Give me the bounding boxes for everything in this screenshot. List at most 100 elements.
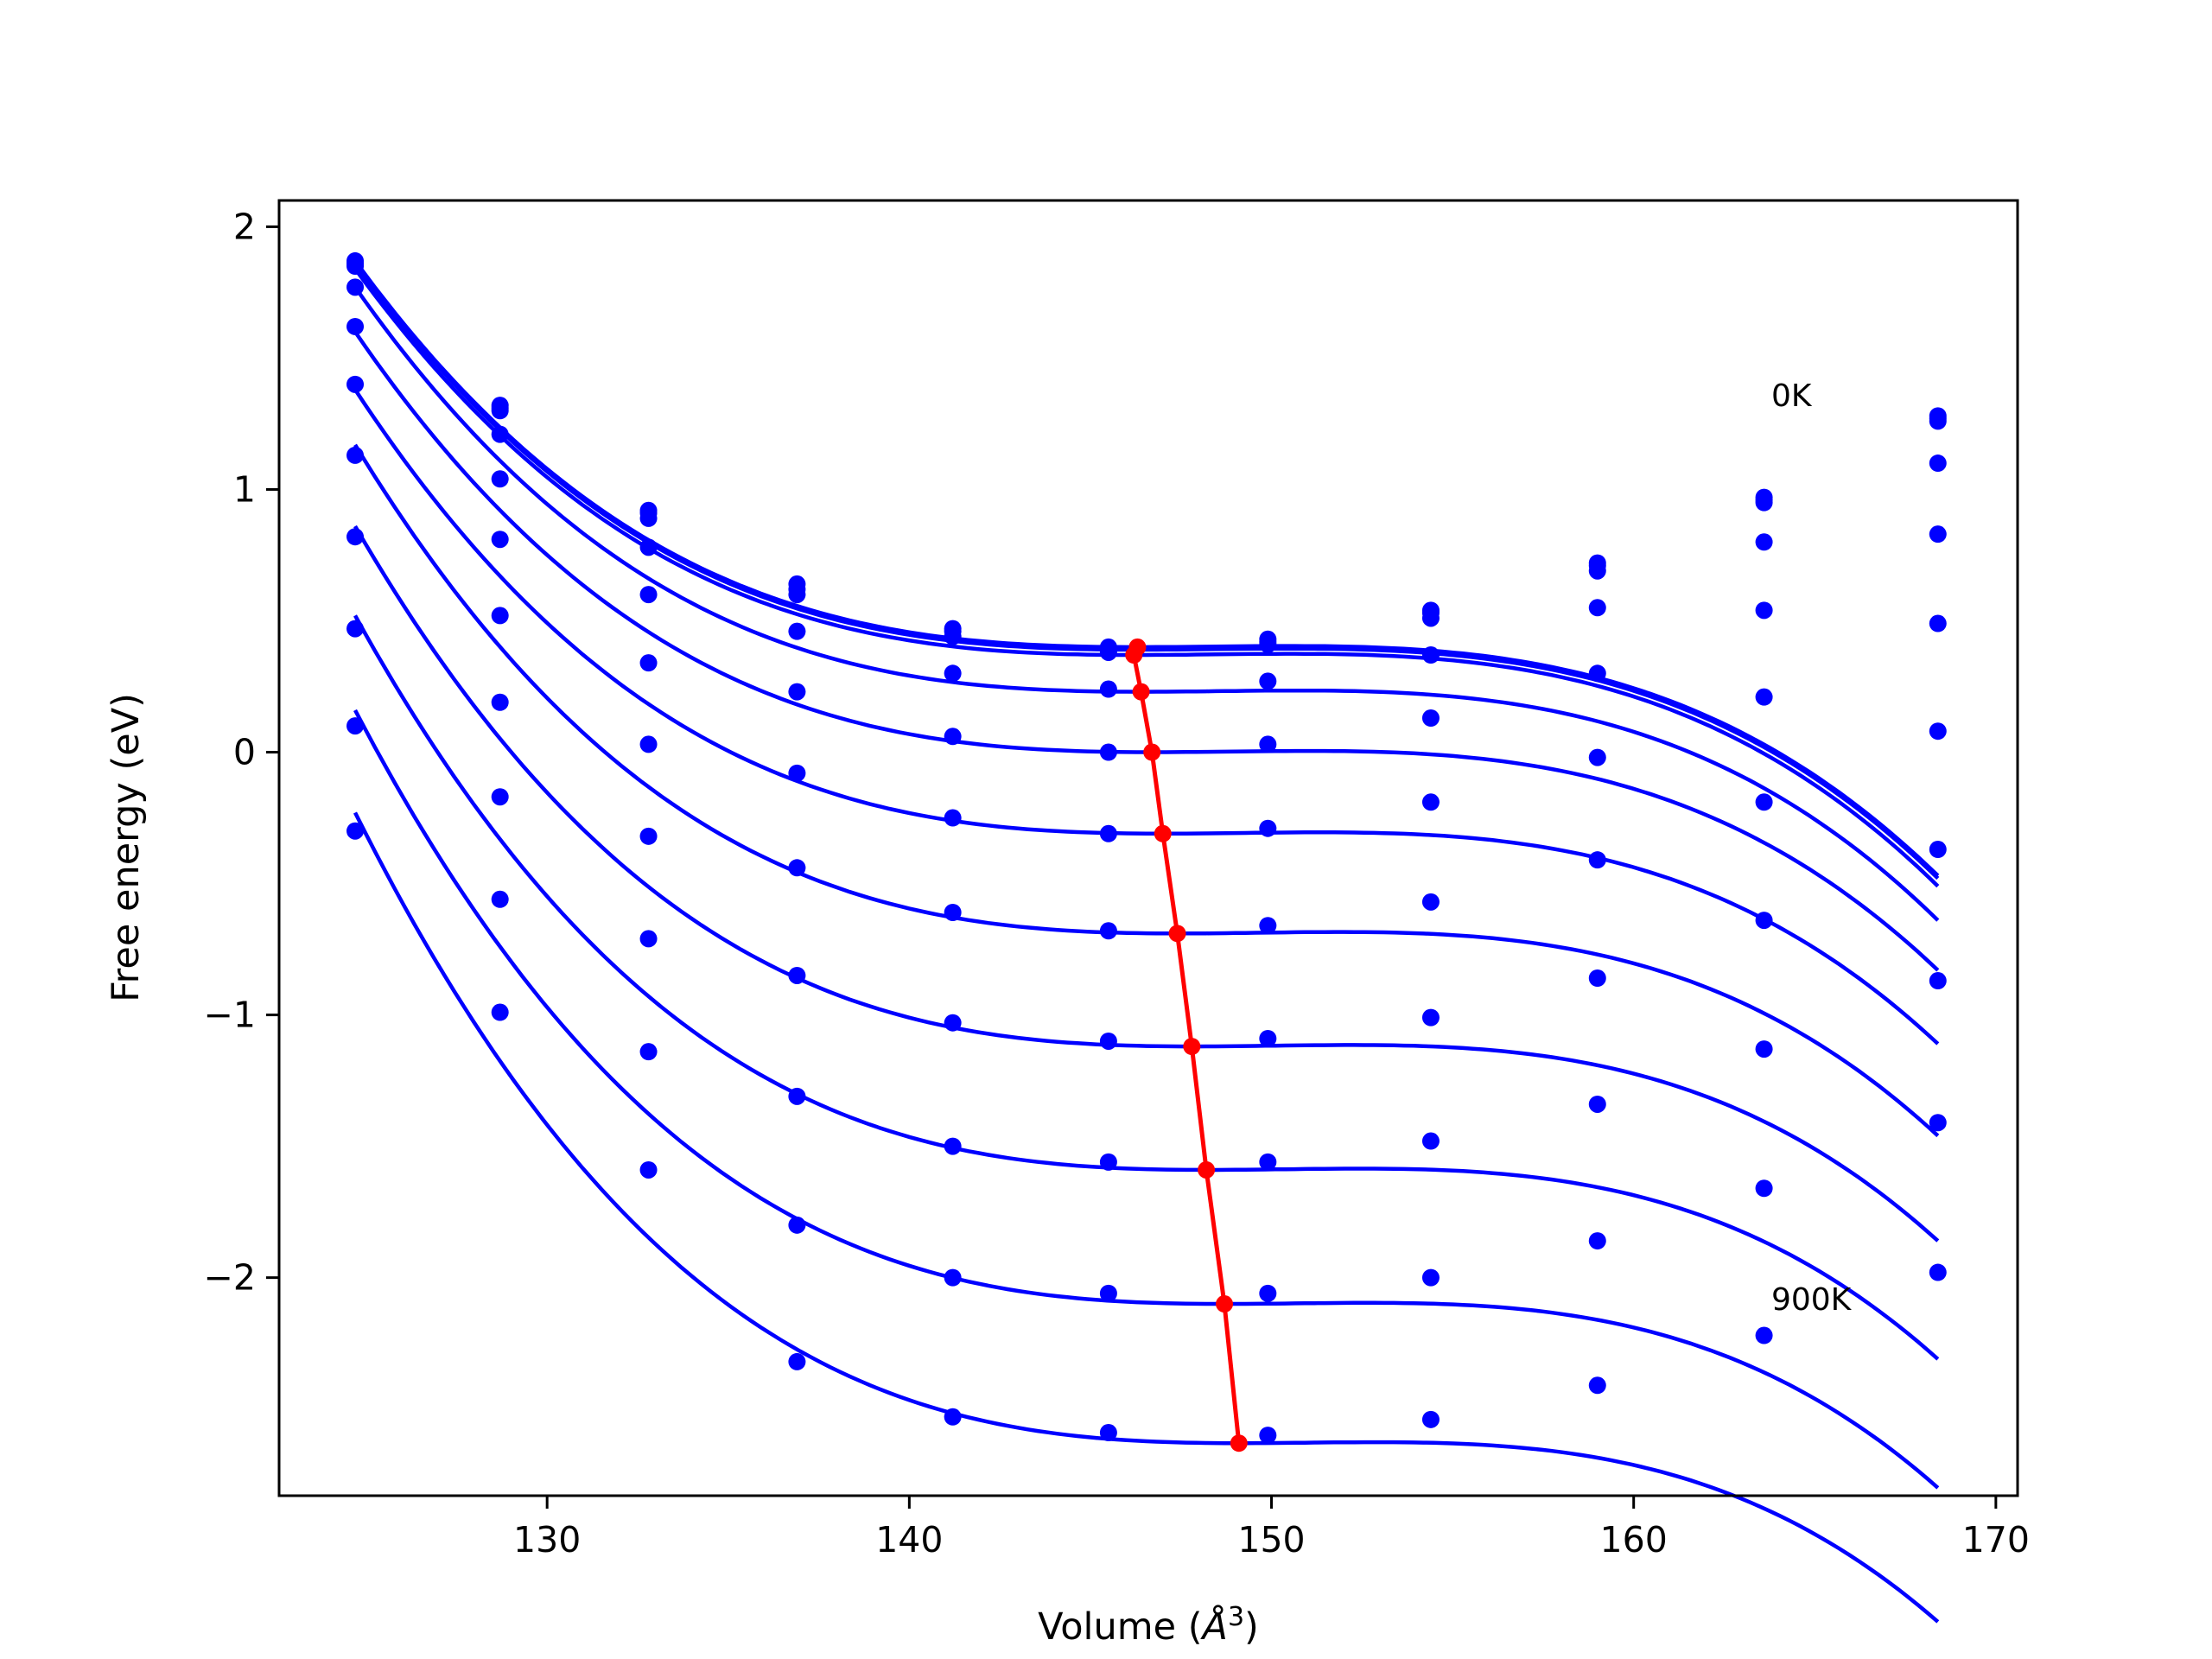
data-point <box>1588 1232 1606 1250</box>
minimum-point <box>1230 1434 1248 1452</box>
data-point <box>1099 824 1117 842</box>
data-point <box>491 470 509 488</box>
data-point <box>1259 1153 1277 1171</box>
data-point <box>346 620 365 638</box>
data-point <box>639 586 658 604</box>
data-point <box>1099 743 1117 761</box>
fit-curve-2 <box>353 267 1940 888</box>
data-point <box>1421 609 1440 627</box>
minimum-point <box>1132 683 1150 701</box>
fit-curve-8 <box>353 614 1940 1361</box>
data-point <box>1929 454 1947 473</box>
minimum-point <box>1168 925 1186 943</box>
x-tick-label: 140 <box>875 1519 943 1560</box>
data-point <box>639 654 658 672</box>
annotation-label: 900K <box>1771 1282 1853 1318</box>
data-point <box>346 375 365 393</box>
y-tick-label: −2 <box>204 1257 256 1299</box>
data-point <box>639 538 658 556</box>
data-point <box>1099 1153 1117 1171</box>
data-point <box>788 859 806 877</box>
data-point <box>1259 1427 1277 1445</box>
data-point <box>788 683 806 701</box>
data-point <box>491 607 509 625</box>
data-point <box>491 402 509 420</box>
minimum-point <box>1216 1295 1234 1313</box>
data-point <box>346 446 365 464</box>
fit-curve-1 <box>353 262 1940 880</box>
y-tick-label: 1 <box>233 468 256 510</box>
data-point <box>788 966 806 984</box>
minimum-point <box>1143 743 1161 761</box>
fit-curve-5 <box>353 388 1940 1046</box>
data-point <box>1421 1132 1440 1150</box>
data-point <box>1259 1029 1277 1047</box>
data-point <box>346 528 365 546</box>
y-tick-label: 0 <box>233 732 256 773</box>
data-point <box>944 1268 962 1287</box>
data-point <box>1588 562 1606 580</box>
data-point <box>491 693 509 711</box>
data-point <box>639 1160 658 1179</box>
data-point <box>944 903 962 921</box>
y-axis-ticks: 2 1 0 −1 −2 <box>204 206 279 1299</box>
data-points <box>346 251 1947 1445</box>
data-point <box>491 1003 509 1021</box>
data-point <box>1588 969 1606 988</box>
data-point <box>788 1216 806 1234</box>
data-point <box>1755 688 1773 706</box>
data-point <box>639 1043 658 1061</box>
minimum-point <box>1125 646 1143 664</box>
data-point <box>639 509 658 527</box>
data-point <box>346 717 365 735</box>
plot-frame <box>277 199 2019 1497</box>
data-point <box>639 735 658 753</box>
data-point <box>944 1137 962 1155</box>
minimum-point <box>1154 824 1172 842</box>
x-axis-ticks: 130 140 150 160 170 <box>513 1496 2030 1560</box>
data-point <box>1099 922 1117 940</box>
minimum-point <box>1198 1160 1216 1179</box>
data-point <box>346 822 365 840</box>
data-point <box>346 278 365 296</box>
data-point <box>788 1087 806 1105</box>
data-point <box>788 764 806 782</box>
data-point <box>1755 1326 1773 1344</box>
x-axis-title: Volume (Å3) <box>1038 1602 1259 1649</box>
data-point <box>1099 1032 1117 1050</box>
y-tick-label: 2 <box>233 206 256 247</box>
x-tick-label: 130 <box>513 1519 581 1560</box>
data-point <box>1929 972 1947 990</box>
annotations: 0K 900K <box>1771 378 1853 1318</box>
data-point <box>1755 533 1773 551</box>
data-point <box>491 531 509 549</box>
data-point <box>346 317 365 335</box>
data-point <box>639 827 658 845</box>
data-point <box>1588 748 1606 766</box>
data-point <box>1755 1179 1773 1198</box>
fit-curve-6 <box>353 443 1940 1138</box>
data-point <box>1929 722 1947 741</box>
data-point <box>1588 1095 1606 1113</box>
data-point <box>944 627 962 645</box>
data-point <box>944 1408 962 1426</box>
fit-curve-9 <box>353 709 1940 1490</box>
data-point <box>1929 525 1947 543</box>
data-point <box>788 586 806 604</box>
data-point <box>1099 643 1117 661</box>
data-point <box>944 664 962 683</box>
data-point <box>788 622 806 640</box>
data-point <box>491 788 509 806</box>
data-point <box>1421 709 1440 727</box>
data-point <box>1929 1114 1947 1132</box>
data-point <box>1099 1284 1117 1302</box>
fit-curve-10 <box>353 811 1940 1624</box>
data-point <box>1929 1263 1947 1281</box>
data-point <box>491 425 509 443</box>
data-point <box>944 728 962 746</box>
data-point <box>1259 672 1277 690</box>
data-point <box>1259 635 1277 653</box>
data-point <box>1588 851 1606 869</box>
y-axis-title: Free energy (eV) <box>105 693 148 1002</box>
